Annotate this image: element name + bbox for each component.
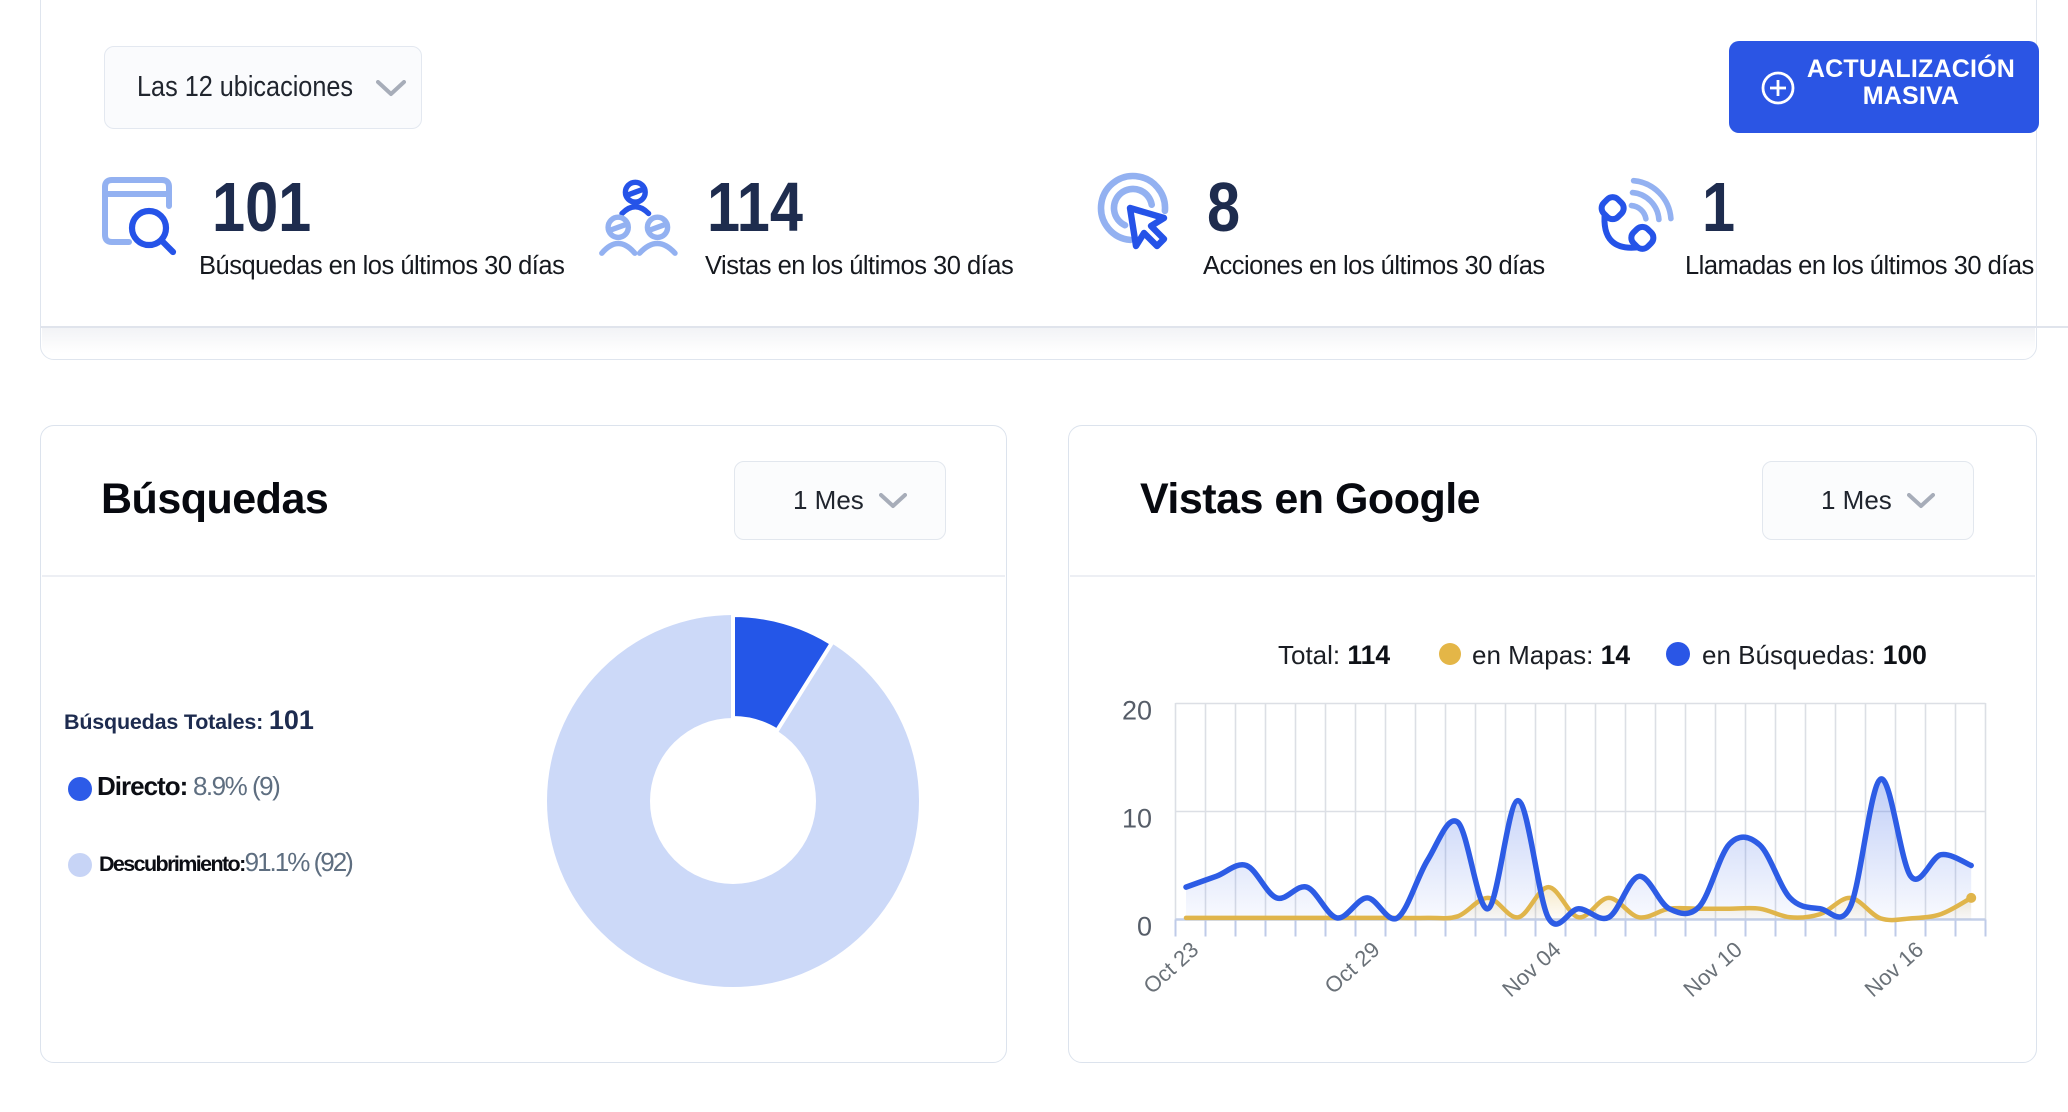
svg-text:0: 0 xyxy=(1137,912,1152,942)
svg-text:Oct 23: Oct 23 xyxy=(1138,937,1203,999)
svg-text:20: 20 xyxy=(1122,696,1152,726)
svg-text:Nov 16: Nov 16 xyxy=(1860,937,1929,1002)
svg-text:Oct 29: Oct 29 xyxy=(1320,937,1385,999)
svg-text:Nov 04: Nov 04 xyxy=(1497,937,1566,1002)
svg-text:10: 10 xyxy=(1122,804,1152,834)
svg-text:Nov 10: Nov 10 xyxy=(1678,937,1747,1002)
